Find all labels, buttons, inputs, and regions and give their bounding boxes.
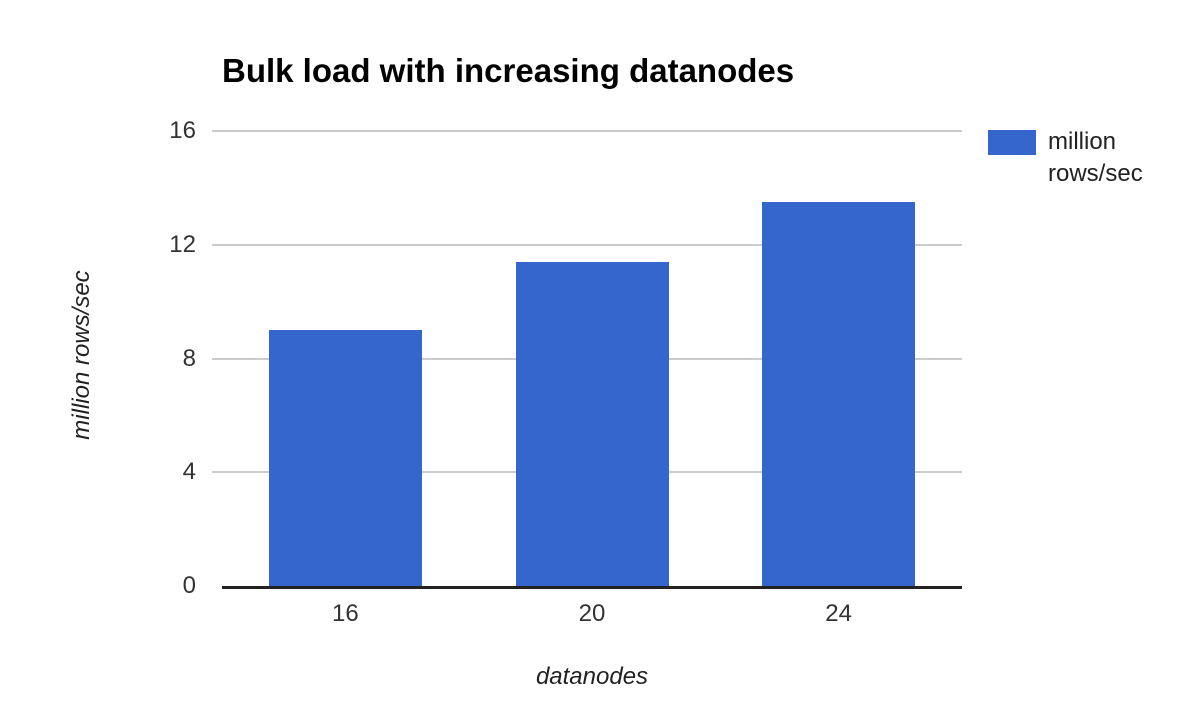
gridline-12 xyxy=(212,243,962,246)
x-axis-title: datanodes xyxy=(535,663,649,690)
legend-label: million rows/sec xyxy=(1048,128,1143,187)
y-tick-label-16: 16 xyxy=(169,117,196,144)
chart-title: Bulk load with increasing datanodes xyxy=(222,52,795,89)
legend-swatch xyxy=(988,130,1036,155)
y-tick-label-12: 12 xyxy=(169,230,196,258)
y-tick-label-0: 0 xyxy=(182,572,196,599)
y-tick-label-4: 4 xyxy=(182,458,196,486)
x-tick-label-16: 16 xyxy=(331,600,359,627)
bar-16 xyxy=(268,330,422,586)
plot-area xyxy=(222,131,962,589)
y-tick-label-8: 8 xyxy=(182,344,196,372)
bar-24 xyxy=(762,202,916,586)
bar-20 xyxy=(515,262,669,586)
x-tick-label-20: 20 xyxy=(578,600,606,627)
x-tick-label-24: 24 xyxy=(825,600,852,627)
gridline-16 xyxy=(212,130,962,132)
legend: million rows/sec xyxy=(988,126,1172,190)
